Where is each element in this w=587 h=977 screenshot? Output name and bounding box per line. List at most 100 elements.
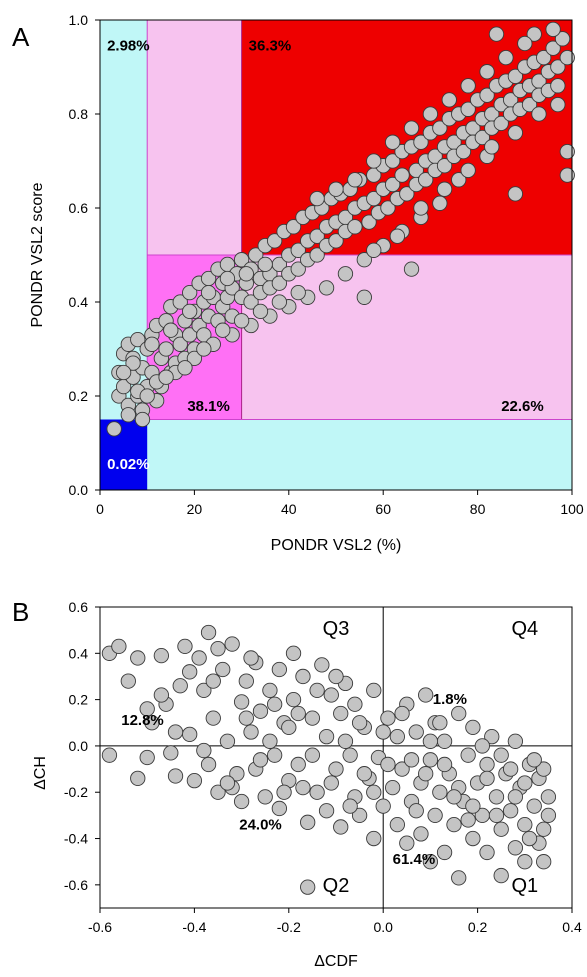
- panel-b-annotations: 12.8% 1.8% 24.0% 61.4% Q3 Q4 Q2 Q1: [121, 618, 538, 897]
- data-point: [200, 624, 217, 641]
- x-tick-label: -0.4: [182, 919, 206, 935]
- panel-a-x-ticks: 0 20 40 60 80 100: [96, 490, 584, 517]
- data-point: [328, 233, 344, 249]
- data-point: [342, 747, 358, 763]
- data-point: [413, 826, 429, 842]
- data-point: [182, 303, 198, 320]
- data-point: [356, 252, 372, 268]
- data-point: [540, 789, 557, 805]
- data-point: [290, 261, 306, 277]
- panel-a-y-ticks: 0.0 0.2 0.4 0.6 0.8 1.0: [69, 12, 100, 498]
- data-point: [422, 752, 439, 768]
- data-point: [139, 388, 155, 404]
- data-point: [399, 186, 415, 202]
- data-point: [559, 143, 575, 160]
- y-tick-label: -0.6: [64, 877, 88, 893]
- data-point: [200, 284, 217, 301]
- x-tick-label: -0.2: [277, 919, 301, 935]
- percentage-label: 61.4%: [393, 851, 436, 868]
- data-point: [517, 775, 533, 791]
- data-point: [465, 830, 481, 847]
- data-point: [545, 40, 561, 56]
- data-point: [271, 294, 288, 310]
- data-point: [517, 816, 533, 833]
- data-point: [479, 844, 495, 861]
- data-point: [479, 64, 495, 80]
- panel-b-points: [101, 624, 557, 895]
- x-tick-label: 100: [560, 501, 584, 517]
- data-point: [356, 766, 372, 782]
- data-point: [507, 68, 524, 85]
- data-point: [285, 219, 302, 235]
- data-point: [205, 673, 221, 689]
- data-point: [219, 775, 236, 791]
- data-point: [120, 673, 136, 689]
- data-point: [493, 747, 509, 763]
- percentage-label: 38.1%: [187, 398, 230, 415]
- data-point: [418, 172, 434, 188]
- data-point: [167, 724, 184, 740]
- data-point: [540, 807, 557, 824]
- data-point: [153, 687, 170, 703]
- percentage-label: 24.0%: [239, 816, 282, 833]
- data-point: [436, 844, 453, 861]
- data-point: [233, 793, 250, 810]
- data-point: [163, 745, 179, 761]
- data-point: [517, 854, 533, 870]
- data-point: [484, 729, 500, 745]
- data-point: [139, 701, 155, 717]
- data-point: [436, 158, 453, 174]
- data-point: [432, 784, 448, 800]
- data-point: [257, 256, 273, 273]
- data-point: [389, 729, 406, 745]
- data-point: [252, 303, 269, 320]
- data-point: [215, 661, 231, 678]
- data-point: [507, 186, 524, 202]
- data-point: [182, 664, 198, 680]
- data-point: [484, 139, 500, 155]
- data-point: [318, 803, 335, 819]
- percentage-label: 0.02%: [107, 456, 150, 473]
- data-point: [413, 200, 429, 216]
- data-point: [507, 125, 524, 141]
- data-point: [446, 816, 462, 833]
- data-point: [205, 710, 221, 726]
- data-point: [328, 181, 344, 197]
- y-tick-label: 0.4: [69, 294, 89, 310]
- data-point: [252, 752, 269, 768]
- data-point: [465, 719, 481, 736]
- data-point: [144, 715, 160, 731]
- data-point: [210, 641, 226, 657]
- data-point: [196, 742, 212, 759]
- data-point: [432, 120, 448, 136]
- data-point: [455, 143, 472, 160]
- data-point: [356, 289, 372, 305]
- data-point: [502, 803, 519, 819]
- data-point: [290, 242, 306, 258]
- data-point: [347, 696, 363, 712]
- x-tick-label: 0.4: [562, 919, 582, 935]
- data-point: [300, 814, 316, 830]
- data-point: [229, 766, 245, 782]
- data-point: [130, 650, 146, 666]
- data-point: [474, 129, 490, 146]
- y-tick-label: 0.2: [69, 692, 89, 708]
- data-point: [295, 668, 311, 685]
- data-point: [233, 252, 250, 268]
- percentage-label: 1.8%: [433, 691, 467, 708]
- data-point: [432, 195, 448, 211]
- y-tick-label: 0.6: [69, 200, 89, 216]
- data-point: [380, 756, 396, 773]
- data-point: [526, 798, 542, 814]
- data-point: [507, 789, 524, 805]
- data-point: [389, 816, 406, 833]
- data-point: [446, 789, 462, 805]
- data-point: [474, 738, 490, 754]
- data-point: [361, 214, 377, 230]
- y-tick-label: 0.2: [69, 388, 89, 404]
- data-point: [460, 812, 476, 828]
- data-point: [172, 678, 188, 694]
- data-point: [427, 807, 443, 824]
- y-tick-label: 0.8: [69, 106, 89, 122]
